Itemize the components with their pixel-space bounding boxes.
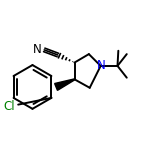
- Text: N: N: [33, 43, 41, 56]
- Polygon shape: [55, 79, 75, 90]
- Text: N: N: [97, 59, 106, 72]
- Text: Cl: Cl: [3, 100, 15, 113]
